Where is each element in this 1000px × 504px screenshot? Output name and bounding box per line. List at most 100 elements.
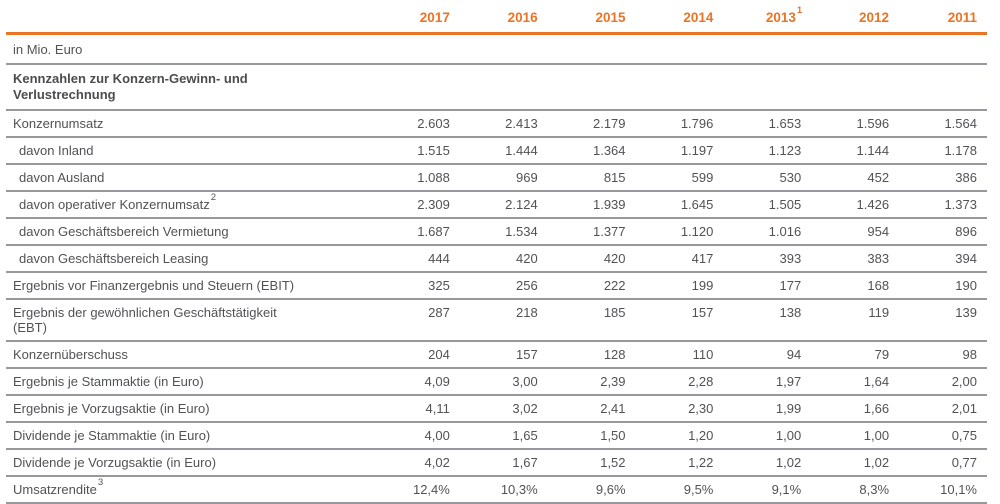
- table-row: Umsatzrendite3 12,4% 10,3% 9,6% 9,5% 9,1% 8,3%…: [6, 476, 987, 503]
- value-cell: 139: [955, 305, 977, 320]
- table-row: Ergebnis vor Finanzergebnis und Steuern …: [6, 272, 987, 299]
- row-label: davon Geschäftsbereich Leasing: [19, 251, 209, 266]
- value-cell: 383: [867, 251, 890, 266]
- value-cell: 1.088: [417, 170, 450, 185]
- row-footnote-marker: 2: [210, 191, 217, 203]
- value-cell: 954: [867, 224, 890, 239]
- value-cell: 1,66: [863, 401, 890, 416]
- year-column-header: 2014: [636, 0, 724, 34]
- row-label-cell: Dividende je Stammaktie (in Euro): [6, 422, 372, 449]
- value-cell: 1,99: [775, 401, 802, 416]
- key-figures-page: 2017 2016 2015 2014 20131 2012 2011 in Mio. Eu…: [6, 5, 987, 503]
- row-label: davon operativer Konzernumsatz: [19, 197, 210, 212]
- row-label: Konzernumsatz: [13, 116, 104, 131]
- value-cell: 128: [603, 347, 626, 362]
- table-row: Konzernüberschuss 204 157 128 110 94 79 98: [6, 341, 987, 368]
- value-cell: 168: [867, 278, 890, 293]
- value-cell: 1,02: [863, 455, 890, 470]
- table-row: Ergebnis je Vorzugsaktie (in Euro) 4,11 3,…: [6, 395, 987, 422]
- table-row: Dividende je Vorzugsaktie (in Euro) 4,02 1…: [6, 449, 987, 476]
- year-column-header: 20131: [723, 0, 811, 34]
- value-cell: 2,01: [951, 401, 977, 416]
- value-cell: 896: [955, 224, 977, 239]
- table-row: davon Ausland 1.088 969 815 599 530 452 386: [6, 164, 987, 191]
- value-cell: 199: [691, 278, 714, 293]
- row-footnote-marker: 3: [97, 476, 104, 488]
- value-cell: 1,22: [688, 455, 714, 470]
- row-label: Ergebnis der gewöhnlichen Geschäftstätig…: [13, 305, 277, 335]
- value-cell: 599: [691, 170, 714, 185]
- value-cell: 177: [779, 278, 802, 293]
- value-cell: 2.413: [505, 116, 538, 131]
- row-label-cell: davon operativer Konzernumsatz2: [6, 191, 372, 218]
- value-cell: 3,00: [512, 374, 538, 389]
- row-label-cell: Dividende je Vorzugsaktie (in Euro): [6, 449, 372, 476]
- row-label: Konzernüberschuss: [13, 347, 128, 362]
- row-label-cell: davon Ausland: [6, 164, 372, 191]
- year-footnote-marker: 1: [796, 4, 803, 16]
- year-label: 2014: [683, 10, 714, 25]
- value-cell: 79: [874, 347, 890, 362]
- value-cell: 190: [955, 278, 977, 293]
- table-row: davon Geschäftsbereich Leasing 444 420 420 4…: [6, 245, 987, 272]
- value-cell: 2,39: [600, 374, 626, 389]
- value-cell: 9,1%: [771, 482, 802, 497]
- value-cell: 3,02: [512, 401, 538, 416]
- value-cell: 9,6%: [595, 482, 626, 497]
- row-label: Ergebnis je Vorzugsaktie (in Euro): [13, 401, 210, 416]
- value-cell: 12,4%: [412, 482, 450, 497]
- value-cell: 1.364: [592, 143, 626, 158]
- section-header-row: Kennzahlen zur Konzern-Gewinn- und Verlu…: [6, 64, 987, 110]
- value-cell: 1.144: [856, 143, 890, 158]
- value-cell: 1,64: [863, 374, 890, 389]
- value-cell: 1,97: [775, 374, 802, 389]
- year-label: 2011: [947, 10, 977, 25]
- table-row: davon Inland 1.515 1.444 1.364 1.197 1.123 1.1…: [6, 137, 987, 164]
- value-cell: 287: [428, 305, 450, 320]
- key-figures-table: 2017 2016 2015 2014 20131 2012 2011 in Mio. Eu…: [6, 0, 987, 504]
- value-cell: 157: [515, 347, 538, 362]
- value-cell: 1.197: [680, 143, 714, 158]
- row-label-cell: davon Geschäftsbereich Leasing: [6, 245, 372, 272]
- row-label: davon Geschäftsbereich Vermietung: [19, 224, 229, 239]
- value-cell: 1.796: [680, 116, 714, 131]
- value-cell: 417: [691, 251, 714, 266]
- value-cell: 10,1%: [940, 482, 977, 497]
- row-label-cell: Ergebnis je Stammaktie (in Euro): [6, 368, 372, 395]
- row-label-cell: Konzernumsatz: [6, 110, 372, 137]
- value-cell: 2,41: [600, 401, 626, 416]
- value-cell: 1.505: [768, 197, 802, 212]
- table-row: Ergebnis der gewöhnlichen Geschäftstätig…: [6, 299, 987, 341]
- row-label-cell: Ergebnis der gewöhnlichen Geschäftstätig…: [6, 299, 372, 341]
- row-label-cell: Konzernüberschuss: [6, 341, 372, 368]
- value-cell: 4,00: [424, 428, 450, 443]
- section-title: Kennzahlen zur Konzern-Gewinn- und Verlu…: [13, 71, 248, 102]
- value-cell: 452: [867, 170, 890, 185]
- value-cell: 157: [691, 305, 714, 320]
- value-cell: 386: [955, 170, 977, 185]
- year-label: 2016: [507, 10, 538, 25]
- value-cell: 4,11: [425, 401, 450, 416]
- value-cell: 1.515: [417, 143, 450, 158]
- value-cell: 2,30: [688, 401, 714, 416]
- value-cell: 1.377: [592, 224, 626, 239]
- unit-label: in Mio. Euro: [13, 42, 83, 57]
- value-cell: 420: [515, 251, 538, 266]
- value-cell: 4,09: [424, 374, 450, 389]
- row-label: davon Ausland: [19, 170, 105, 185]
- row-label: Ergebnis vor Finanzergebnis und Steuern …: [13, 278, 295, 293]
- value-cell: 1.016: [768, 224, 802, 239]
- table-row: Dividende je Stammaktie (in Euro) 4,00 1,6…: [6, 422, 987, 449]
- value-cell: 969: [515, 170, 538, 185]
- value-cell: 1.426: [856, 197, 890, 212]
- years-header-row: 2017 2016 2015 2014 20131 2012 2011: [6, 0, 987, 34]
- value-cell: 4,02: [424, 455, 450, 470]
- row-label: Ergebnis je Stammaktie (in Euro): [13, 374, 204, 389]
- value-cell: 2.179: [592, 116, 626, 131]
- value-cell: 98: [962, 347, 977, 362]
- value-cell: 1.687: [417, 224, 450, 239]
- value-cell: 2,00: [951, 374, 977, 389]
- value-cell: 325: [428, 278, 450, 293]
- value-cell: 1.645: [680, 197, 714, 212]
- row-label: Dividende je Stammaktie (in Euro): [13, 428, 211, 443]
